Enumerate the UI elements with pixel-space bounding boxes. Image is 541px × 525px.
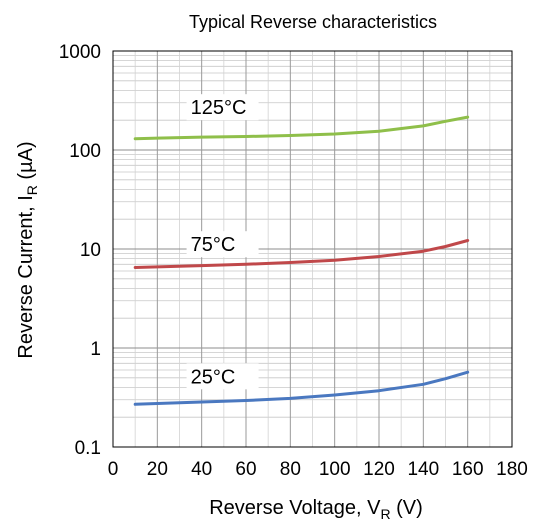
x-tick-label: 0 (108, 459, 119, 480)
x-tick-label: 160 (452, 459, 484, 480)
x-axis-label-unit: (V) (391, 497, 423, 519)
x-tick-label: 140 (407, 459, 439, 480)
y-axis-label-unit: (µA) (15, 141, 37, 185)
x-axis-ticks: 0 20 40 60 80 100 120 140 160 180 (108, 459, 528, 480)
x-tick-label: 80 (280, 459, 301, 480)
x-tick-label: 100 (319, 459, 351, 480)
x-axis-label-subscript: R (380, 506, 390, 520)
y-axis-ticks: 0.1 1 10 100 1000 (59, 42, 101, 459)
series-label: 125°C (191, 97, 247, 119)
x-tick-label: 20 (147, 459, 168, 480)
x-tick-label: 60 (235, 459, 256, 480)
x-axis-label: Reverse Voltage, VR (V) (209, 497, 423, 520)
x-axis-label-main: Reverse Voltage, V (209, 497, 381, 519)
y-tick-label: 1000 (59, 42, 101, 63)
y-tick-label: 10 (80, 240, 101, 261)
series-label: 75°C (191, 234, 236, 256)
x-tick-label: 120 (363, 459, 395, 480)
x-tick-label: 180 (496, 459, 528, 480)
chart-title: Typical Reverse characteristics (189, 12, 437, 32)
y-axis-label: Reverse Current, IR (µA) (15, 141, 40, 358)
y-tick-label: 100 (69, 141, 101, 162)
x-tick-label: 40 (191, 459, 212, 480)
y-axis-label-main: Reverse Current, I (15, 195, 37, 358)
series-label: 25°C (191, 366, 236, 388)
series-line (135, 241, 468, 268)
y-axis-label-subscript: R (24, 185, 40, 195)
y-tick-label: 0.1 (75, 438, 101, 459)
y-tick-label: 1 (90, 339, 101, 360)
